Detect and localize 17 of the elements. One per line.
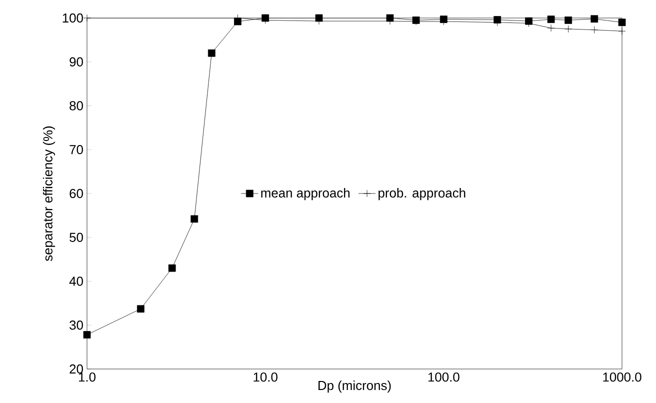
y-tick-label: 30 — [70, 320, 83, 330]
y-tick-label: 90 — [70, 57, 83, 66]
y-tick-label: 100 — [62, 13, 83, 23]
legend-label: mean approach — [261, 188, 350, 200]
y-tick-label: 40 — [69, 276, 83, 286]
y-tick-label: 80 — [70, 101, 83, 110]
x-tick-label: 1000.0 — [603, 372, 642, 382]
y-tick-label: 70 — [70, 145, 83, 154]
x-tick-label: 100.0 — [428, 372, 460, 382]
y-tick-label: 60 — [70, 188, 83, 198]
x-tick-label: 10.0 — [254, 372, 278, 382]
y-tick-label: 50 — [70, 232, 83, 242]
y-axis-title: separator efficiency (%) — [42, 126, 56, 262]
y-tick-label: 20 — [70, 364, 83, 374]
legend-label: prob. approach — [378, 188, 466, 200]
x-axis-title: Dp (microns) — [318, 380, 391, 393]
x-tick-label: 1.0 — [78, 372, 96, 382]
